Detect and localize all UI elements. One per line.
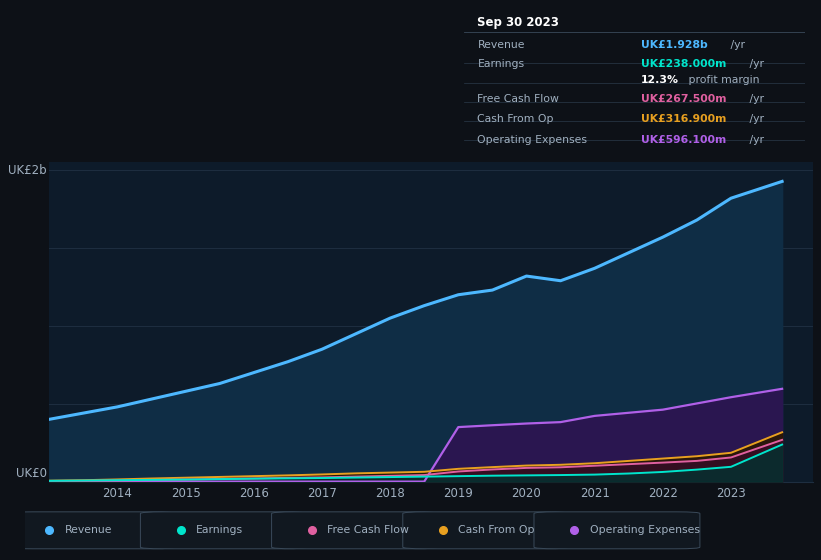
Text: Revenue: Revenue	[65, 525, 112, 535]
FancyBboxPatch shape	[534, 512, 699, 549]
Text: Cash From Op: Cash From Op	[478, 114, 554, 124]
Text: UK£267.500m: UK£267.500m	[641, 95, 727, 105]
Text: 12.3%: 12.3%	[641, 75, 679, 85]
Text: Earnings: Earnings	[478, 59, 525, 69]
Text: /yr: /yr	[745, 134, 764, 144]
Text: UK£238.000m: UK£238.000m	[641, 59, 727, 69]
Text: /yr: /yr	[745, 114, 764, 124]
Text: Operating Expenses: Operating Expenses	[478, 134, 588, 144]
Text: Free Cash Flow: Free Cash Flow	[478, 95, 559, 105]
Text: /yr: /yr	[727, 40, 745, 50]
Text: Sep 30 2023: Sep 30 2023	[478, 16, 559, 29]
Text: /yr: /yr	[745, 59, 764, 69]
Text: /yr: /yr	[745, 95, 764, 105]
Text: UK£596.100m: UK£596.100m	[641, 134, 727, 144]
Text: Revenue: Revenue	[478, 40, 525, 50]
Text: Earnings: Earnings	[196, 525, 243, 535]
FancyBboxPatch shape	[272, 512, 438, 549]
FancyBboxPatch shape	[140, 512, 306, 549]
Text: Operating Expenses: Operating Expenses	[589, 525, 699, 535]
Text: UK£0: UK£0	[16, 467, 47, 480]
Text: profit margin: profit margin	[686, 75, 759, 85]
FancyBboxPatch shape	[403, 512, 569, 549]
Text: Free Cash Flow: Free Cash Flow	[327, 525, 409, 535]
Text: UK£1.928b: UK£1.928b	[641, 40, 708, 50]
Text: Cash From Op: Cash From Op	[458, 525, 534, 535]
Text: UK£316.900m: UK£316.900m	[641, 114, 727, 124]
Text: UK£2b: UK£2b	[8, 164, 47, 177]
FancyBboxPatch shape	[9, 512, 175, 549]
